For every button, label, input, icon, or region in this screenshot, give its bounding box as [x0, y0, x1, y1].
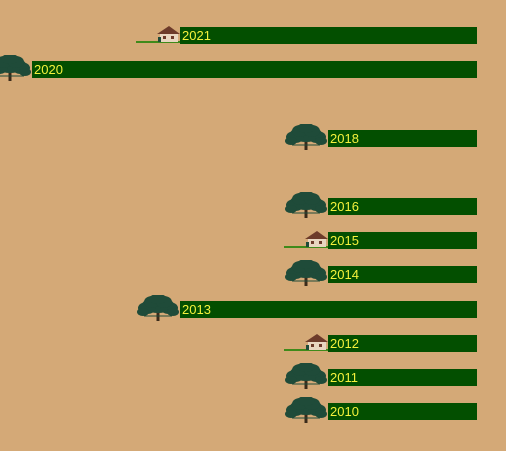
year-label: 2018: [330, 131, 359, 146]
house-icon: [284, 231, 328, 248]
year-label: 2011: [330, 370, 358, 385]
year-label: 2014: [330, 267, 359, 282]
year-bar: 2015: [328, 232, 477, 249]
year-row[interactable]: 2010: [0, 397, 477, 423]
year-row[interactable]: 2014: [0, 260, 477, 286]
tree-icon: [285, 363, 327, 389]
tree-icon: [285, 124, 327, 150]
year-label: 2021: [182, 28, 211, 43]
year-row[interactable]: 2012: [0, 334, 477, 352]
year-row[interactable]: 2021: [0, 26, 477, 44]
year-bar: 2018: [328, 130, 477, 147]
year-row[interactable]: 2016: [0, 192, 477, 218]
year-label: 2020: [34, 62, 63, 77]
tree-icon: [137, 295, 179, 321]
year-bar: 2012: [328, 335, 477, 352]
year-bar: 2011: [328, 369, 477, 386]
year-label: 2015: [330, 233, 359, 248]
tree-icon: [285, 192, 327, 218]
tree-icon: [285, 397, 327, 423]
year-row[interactable]: 2013: [0, 295, 477, 321]
year-label: 2013: [182, 302, 211, 317]
house-icon: [136, 26, 180, 43]
year-bar: 2020: [32, 61, 477, 78]
year-row[interactable]: 2020: [0, 55, 477, 81]
year-bar: 2016: [328, 198, 477, 215]
year-row[interactable]: 2015: [0, 231, 477, 249]
year-bar: 2013: [180, 301, 477, 318]
tree-icon: [0, 55, 31, 81]
tree-icon: [285, 260, 327, 286]
year-label: 2012: [330, 336, 359, 351]
year-row[interactable]: 2018: [0, 124, 477, 150]
year-bar: 2014: [328, 266, 477, 283]
year-row[interactable]: 2011: [0, 363, 477, 389]
year-label: 2010: [330, 404, 359, 419]
house-icon: [284, 334, 328, 351]
year-bar: 2010: [328, 403, 477, 420]
year-bar: 2021: [180, 27, 477, 44]
year-label: 2016: [330, 199, 359, 214]
